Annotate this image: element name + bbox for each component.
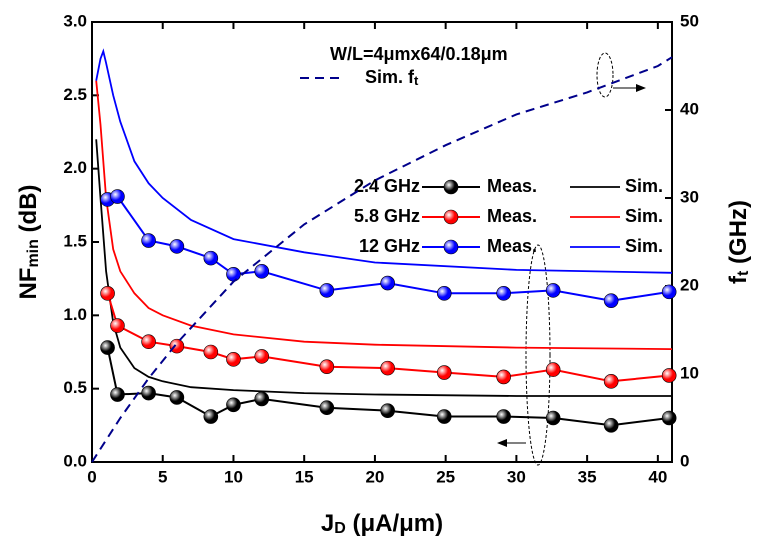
y-tick-label: 0.5	[63, 378, 87, 397]
meas-point	[226, 266, 241, 282]
meas-point	[169, 338, 185, 354]
meas-point	[203, 409, 219, 424]
meas-point	[545, 362, 561, 377]
legend-label: Sim. ft	[365, 67, 419, 89]
meas-point	[100, 340, 115, 355]
meas-point	[203, 250, 219, 266]
meas-point	[603, 293, 619, 308]
x-tick-label: 20	[365, 467, 384, 486]
meas-point	[254, 391, 270, 407]
x-axis-label: JD (μA/μm)	[321, 510, 443, 537]
legend-label: Meas.	[487, 206, 537, 226]
meas-point	[203, 344, 219, 360]
legend-label-part: Sim. f	[365, 67, 415, 87]
meas-point	[319, 359, 335, 374]
y2-tick-label: 40	[680, 99, 699, 118]
x-tick-label: 5	[158, 467, 167, 486]
legend-label: Meas.	[487, 236, 537, 256]
x-tick-label: 25	[436, 467, 455, 486]
meas-point	[141, 233, 156, 248]
y-tick-label: 3.0	[63, 11, 87, 30]
x-tick-label: 0	[87, 467, 96, 486]
x-tick-label: 35	[578, 467, 597, 486]
legend-label: Sim.	[625, 176, 663, 196]
y-tick-label: 1.0	[63, 305, 87, 324]
annotation-ellipse	[525, 244, 551, 466]
legend-label: 12 GHz	[359, 236, 420, 256]
meas-point	[661, 284, 677, 300]
legend-title: W/L=4μmx64/0.18μm	[330, 44, 508, 64]
y2-axis-label: ft (GHz)	[725, 200, 752, 284]
meas-point	[496, 286, 511, 301]
legend-label: Sim.	[625, 236, 663, 256]
annotation-ellipse	[596, 52, 614, 98]
meas-point	[100, 286, 115, 301]
sim-line	[95, 48, 673, 274]
meas-point	[545, 283, 561, 298]
meas-point	[496, 409, 511, 424]
meas-point	[380, 360, 395, 376]
y-tick-label: 0.0	[63, 451, 87, 470]
legend-label: 2.4 GHz	[354, 176, 420, 196]
y2-tick-label: 20	[680, 275, 699, 294]
meas-point	[141, 334, 156, 350]
y2-tick-label: 0	[680, 451, 689, 470]
meas-point	[661, 368, 677, 383]
x-tick-label: 40	[648, 467, 667, 486]
x-tick-label: 15	[295, 467, 314, 486]
y2-tick-label: 50	[680, 11, 699, 30]
x-tick-label: 30	[507, 467, 526, 486]
legend-label: Sim.	[625, 206, 663, 226]
x-tick-label: 10	[224, 467, 243, 486]
y-tick-label: 2.5	[63, 85, 87, 104]
meas-point	[436, 409, 452, 424]
meas-point	[380, 403, 395, 418]
legend-label: Meas.	[487, 176, 537, 196]
meas-point	[226, 397, 241, 413]
legend-marker	[443, 209, 459, 225]
meas-point	[226, 352, 241, 367]
meas-point	[545, 410, 561, 426]
meas-point	[141, 385, 156, 401]
meas-point	[169, 390, 185, 405]
meas-point	[603, 418, 619, 433]
annotation-arrowhead	[497, 439, 507, 447]
meas-point	[319, 400, 335, 416]
y2-tick-label: 30	[680, 187, 699, 206]
y-axis-label: NFmin (dB)	[15, 184, 42, 299]
meas-point	[436, 365, 452, 380]
ft-line	[91, 56, 673, 463]
y-tick-label: 2.0	[63, 158, 87, 177]
meas-point	[380, 275, 395, 291]
legend-label: 5.8 GHz	[354, 206, 420, 226]
y2-tick-label: 10	[680, 363, 699, 382]
meas-point	[254, 349, 270, 364]
sim-line	[95, 139, 672, 397]
annotation-arrowhead	[636, 84, 646, 92]
meas-point	[110, 387, 125, 402]
legend-label-sub: t	[414, 73, 419, 88]
meas-point	[496, 369, 511, 385]
meas-point	[110, 318, 125, 333]
meas-point	[436, 286, 452, 301]
meas-point	[603, 374, 619, 389]
meas-point	[169, 239, 185, 254]
meas-point	[110, 189, 125, 204]
meas-point	[661, 410, 677, 426]
meas-point	[319, 283, 335, 298]
y-tick-label: 1.5	[63, 231, 87, 250]
legend-marker	[443, 239, 459, 255]
legend-marker	[443, 179, 459, 195]
meas-point	[254, 264, 270, 279]
